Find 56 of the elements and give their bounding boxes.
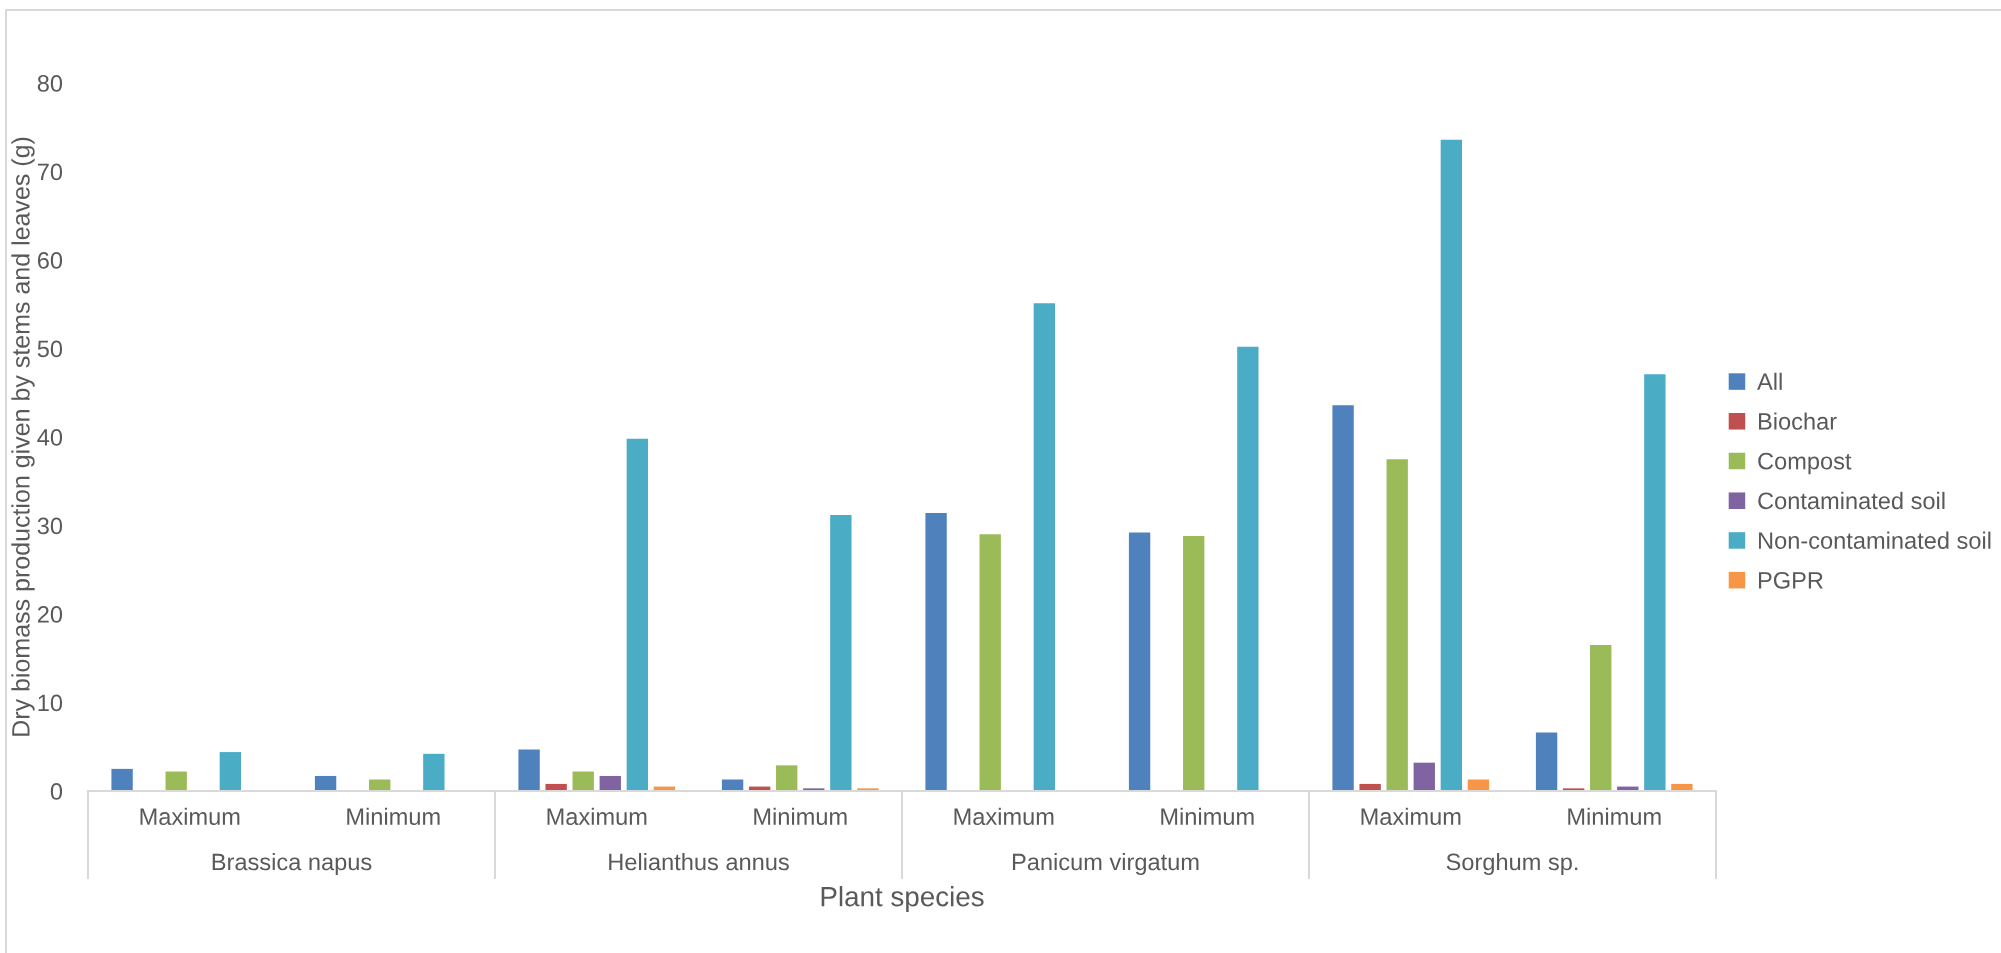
text: Panicum virgatum <box>1012 852 1199 876</box>
text: Helianthus annus <box>609 852 789 871</box>
bar <box>599 775 621 791</box>
y-tick-label: 50 <box>37 340 63 358</box>
y-tick-label: 0 <box>50 783 63 800</box>
y-tick-label: 70 <box>37 163 63 181</box>
bar <box>721 779 744 791</box>
x-tick-label: Maximum <box>547 807 647 826</box>
legend-label: All <box>1757 372 1782 390</box>
bar <box>1332 405 1354 791</box>
y-tick-label: 30 <box>37 517 63 535</box>
bar <box>1590 644 1612 791</box>
bar <box>518 749 540 791</box>
bar <box>1033 303 1056 791</box>
bar <box>925 513 947 791</box>
x-tick-label: Minimum <box>347 807 440 826</box>
y-axis-title: Dry biomass production given by stems and leaves (g) <box>11 137 35 736</box>
x-tick-label: Minimum <box>1568 807 1661 826</box>
text: Sorghum sp. <box>1446 852 1578 876</box>
bar <box>979 534 1001 791</box>
y-tick-label: 20 <box>37 606 63 623</box>
text: Brassica napus <box>212 852 372 876</box>
x-tick-label: Maximum <box>1361 807 1461 826</box>
bar <box>572 771 594 791</box>
bar <box>1413 762 1435 791</box>
legend-label: Non-contaminated soil <box>1758 531 1991 549</box>
legend-label: PGPR <box>1758 571 1823 589</box>
legend-label: Biochar <box>1758 412 1837 430</box>
bar <box>369 779 391 791</box>
y-tick-label: 60 <box>37 252 63 269</box>
bar <box>219 752 242 791</box>
x-tick-label: Minimum <box>1161 807 1254 826</box>
legend-label: Contaminated soil <box>1758 491 1945 510</box>
y-tick-label: 40 <box>37 429 63 446</box>
bar <box>1467 779 1490 791</box>
bar <box>1183 536 1205 791</box>
bar <box>626 438 649 791</box>
bar <box>1535 732 1558 791</box>
bar <box>830 514 852 791</box>
bar <box>1128 532 1151 791</box>
x-tick-label: Maximum <box>140 807 240 826</box>
bar <box>776 765 798 791</box>
bar <box>111 768 133 791</box>
bar <box>1386 459 1408 791</box>
bar <box>1237 346 1259 791</box>
bar <box>165 771 187 791</box>
bar <box>423 753 445 791</box>
x-tick-label: Minimum <box>754 807 847 826</box>
x-axis-title: Plant species <box>821 886 984 912</box>
x-tick-label: Maximum <box>954 807 1054 826</box>
legend-label: Compost <box>1758 452 1852 475</box>
bar <box>1644 374 1666 791</box>
y-tick-label: 80 <box>37 75 63 92</box>
bar <box>314 775 337 791</box>
y-tick-label: 10 <box>38 694 63 712</box>
bar <box>1440 139 1463 791</box>
